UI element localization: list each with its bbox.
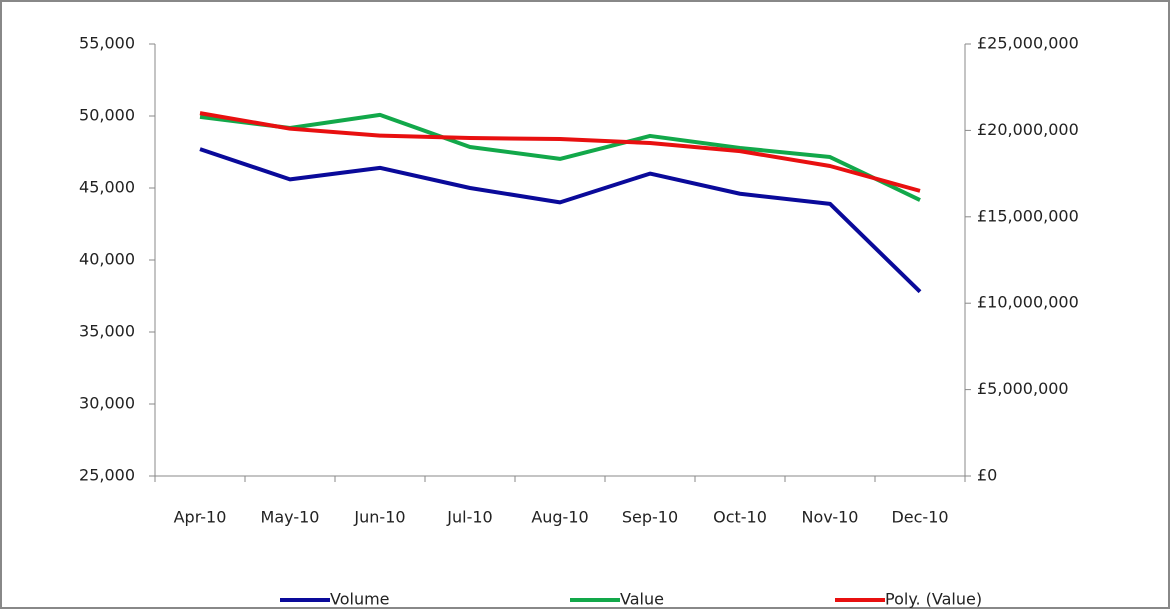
legend-label: Poly. (Value) bbox=[885, 590, 982, 609]
y-tick-label: 25,000 bbox=[79, 466, 135, 485]
y-tick-label: 55,000 bbox=[79, 34, 135, 53]
y-tick-label: 35,000 bbox=[79, 322, 135, 341]
x-tick-label: Jul-10 bbox=[446, 508, 492, 527]
y2-tick-label: £15,000,000 bbox=[977, 206, 1079, 225]
y-tick-label: 50,000 bbox=[79, 106, 135, 125]
series-line bbox=[199, 147, 922, 294]
x-tick-label: Apr-10 bbox=[174, 508, 227, 527]
x-tick-label: Dec-10 bbox=[891, 508, 948, 527]
legend-label: Volume bbox=[330, 590, 390, 609]
y-tick-label: 45,000 bbox=[79, 178, 135, 197]
legend-label: Value bbox=[620, 590, 664, 609]
y2-tick-label: £5,000,000 bbox=[977, 379, 1069, 398]
y-tick-label: 40,000 bbox=[79, 250, 135, 269]
x-tick-label: Jun-10 bbox=[353, 508, 405, 527]
series-line bbox=[199, 111, 921, 193]
x-tick-label: Sep-10 bbox=[622, 508, 678, 527]
y2-tick-label: £20,000,000 bbox=[977, 120, 1079, 139]
x-tick-label: May-10 bbox=[261, 508, 320, 527]
y2-tick-label: £0 bbox=[977, 466, 997, 485]
x-tick-label: Aug-10 bbox=[531, 508, 588, 527]
x-tick-label: Nov-10 bbox=[802, 508, 859, 527]
x-tick-label: Oct-10 bbox=[713, 508, 767, 527]
series-line bbox=[199, 112, 921, 202]
y-tick-label: 30,000 bbox=[79, 394, 135, 413]
y2-tick-label: £25,000,000 bbox=[977, 34, 1079, 53]
y2-tick-label: £10,000,000 bbox=[977, 293, 1079, 312]
